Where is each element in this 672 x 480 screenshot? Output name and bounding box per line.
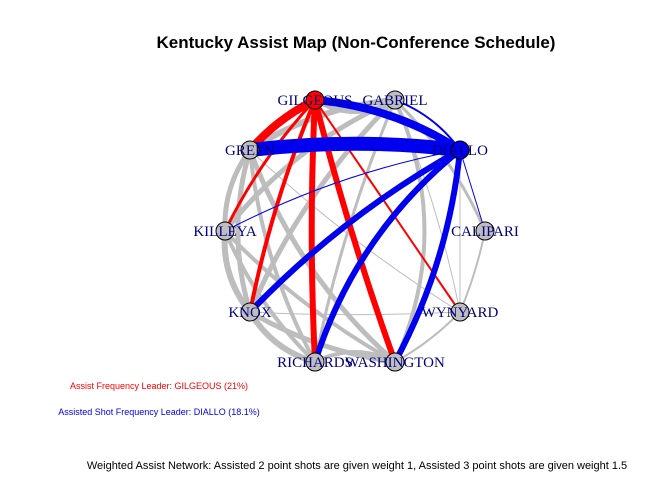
node-label-richards: RICHARDS	[277, 355, 353, 371]
node-label-diallo: DIALLO	[432, 143, 488, 159]
node-label-knox: KNOX	[228, 305, 271, 321]
edge-killeya-washington	[223, 229, 397, 364]
edge-gilgeous-knox	[248, 98, 317, 314]
node-circle-calipari	[475, 221, 495, 241]
node-circle-green	[240, 140, 260, 160]
network-caption: Weighted Assist Network: Assisted 2 poin…	[87, 460, 627, 472]
assist-leader-note: Assist Frequency Leader: GILGEOUS (21%)	[70, 381, 248, 391]
edge-gilgeous-killeya	[223, 98, 317, 233]
edge-green-diallo	[243, 136, 467, 157]
node-label-calipari: CALIPARI	[451, 224, 519, 240]
node-circle-gilgeous	[305, 90, 325, 110]
node-circle-richards	[305, 352, 325, 372]
edge-knox-diallo	[247, 147, 463, 315]
edge-richards-diallo	[312, 147, 463, 365]
node-green: GREEN	[225, 140, 275, 160]
edge-layer	[221, 96, 487, 365]
node-circle-wynyard	[450, 302, 470, 322]
edge-gilgeous-washington	[312, 97, 398, 365]
edge-knox-wynyard	[249, 311, 461, 316]
node-wynyard: WYNYARD	[422, 302, 499, 322]
edge-green-knox	[235, 147, 253, 315]
chart-title: Kentucky Assist Map (Non-Conference Sche…	[157, 33, 556, 52]
node-diallo: DIALLO	[432, 140, 488, 160]
edge-gilgeous-diallo	[311, 96, 464, 154]
node-killeya: KILLEYA	[193, 221, 257, 241]
edge-calipari-wynyard	[459, 230, 486, 313]
edge-gilgeous-richards	[308, 97, 318, 365]
node-calipari: CALIPARI	[451, 221, 519, 241]
node-gilgeous: GILGEOUS	[278, 90, 353, 110]
node-label-green: GREEN	[225, 143, 275, 159]
node-label-killeya: KILLEYA	[193, 224, 256, 240]
node-layer: GILGEOUS GABRIEL DIALLO CALIPARI WYNYARD WASH…	[193, 90, 519, 372]
shot-leader-note: Assisted Shot Frequency Leader: DIALLO (…	[58, 407, 260, 417]
edge-killeya-diallo	[224, 149, 461, 232]
node-circle-gabriel	[385, 90, 405, 110]
node-circle-diallo	[450, 140, 470, 160]
node-richards: RICHARDS	[277, 352, 353, 372]
node-label-washington: WASHINGTON	[345, 355, 445, 371]
node-circle-killeya	[215, 221, 235, 241]
node-gabriel: GABRIEL	[363, 90, 428, 110]
node-label-gilgeous: GILGEOUS	[278, 93, 353, 109]
node-knox: KNOX	[228, 302, 272, 322]
edge-gilgeous-wynyard	[314, 99, 461, 313]
node-circle-washington	[385, 352, 405, 372]
node-washington: WASHINGTON	[345, 352, 445, 372]
node-circle-knox	[240, 302, 260, 322]
node-label-wynyard: WYNYARD	[422, 305, 499, 321]
node-label-gabriel: GABRIEL	[363, 93, 428, 109]
edge-washington-diallo	[392, 147, 463, 365]
